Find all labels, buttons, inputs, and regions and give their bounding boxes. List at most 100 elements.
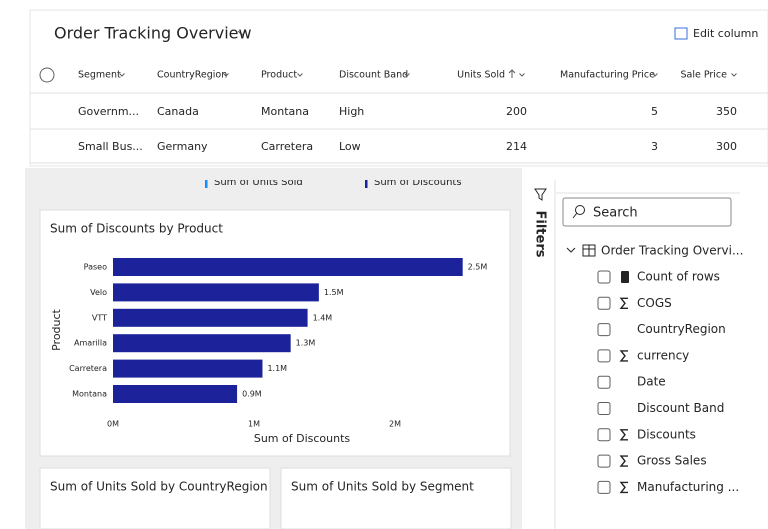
table-cell: 3	[651, 140, 658, 153]
sum-icon	[619, 350, 628, 362]
data-label: 1.4M	[313, 313, 333, 322]
chevron[interactable]	[652, 73, 658, 77]
bar[interactable]	[113, 385, 238, 403]
card	[39, 467, 271, 529]
data-label: 2.5M	[468, 263, 488, 272]
y-axis-title: Product	[50, 308, 63, 350]
chevron[interactable]	[223, 73, 229, 77]
data-label: 1.3M	[296, 339, 316, 348]
bar[interactable]	[113, 359, 263, 378]
select-all[interactable]	[39, 67, 55, 83]
bar-card	[39, 209, 511, 457]
card	[280, 467, 512, 529]
column-header[interactable]: Sale Price	[680, 70, 727, 81]
checkbox[interactable]	[597, 454, 611, 468]
sum-icon	[619, 455, 628, 467]
legend-label: Sum of Units Sold	[214, 177, 303, 188]
sort-arrow[interactable]	[508, 69, 516, 78]
field-name[interactable]: Gross Sales	[637, 454, 707, 468]
y-tick-label: Paseo	[84, 263, 107, 272]
y-tick-label: Montana	[72, 390, 107, 399]
table-cell: Germany	[157, 140, 208, 153]
table-visual	[29, 9, 768, 167]
field-name[interactable]: Manufacturing ...	[637, 480, 739, 494]
y-tick-label: Amarilla	[74, 339, 107, 348]
legend-swatch	[205, 178, 208, 188]
table-cell: 200	[506, 105, 527, 118]
table-cell: High	[339, 105, 364, 118]
chevron[interactable]	[119, 73, 125, 77]
checkbox[interactable]	[597, 349, 611, 363]
y-tick-label: Carretera	[69, 364, 107, 373]
table-cell: Montana	[261, 105, 309, 118]
search-box[interactable]	[562, 197, 732, 227]
sum-icon	[619, 481, 628, 494]
column-header[interactable]: Segment	[78, 70, 121, 81]
checkbox[interactable]	[597, 296, 611, 310]
column-header[interactable]: Discount Band	[339, 70, 408, 81]
data-label: 0.9M	[242, 390, 262, 399]
checkbox[interactable]	[597, 428, 611, 442]
field-name[interactable]: Date	[637, 375, 666, 389]
card-title: Sum of Units Sold by CountryRegion	[50, 480, 268, 494]
checkbox[interactable]	[597, 402, 611, 415]
table-cell: Governm...	[78, 105, 139, 118]
column-header[interactable]: CountryRegion	[157, 70, 227, 81]
field-name[interactable]: Count of rows	[637, 270, 720, 284]
search-icon	[572, 212, 578, 219]
calc-icon	[621, 271, 629, 283]
table-cell: 214	[506, 140, 527, 153]
search-placeholder[interactable]: Search	[593, 206, 638, 221]
column-header[interactable]: Product	[261, 70, 297, 81]
bar[interactable]	[113, 308, 308, 327]
legend-clip	[25, 168, 522, 180]
table-cell: Small Bus...	[78, 140, 143, 153]
checkbox[interactable]	[597, 323, 611, 337]
bar[interactable]	[113, 258, 463, 276]
filter-icon[interactable]	[534, 188, 547, 201]
legend-swatch	[365, 178, 368, 188]
chart-title: Sum of Discounts by Product	[50, 222, 223, 236]
data-label: 1.1M	[267, 364, 287, 373]
column-header[interactable]: Manufacturing Price	[560, 70, 655, 81]
table-cell: 300	[716, 140, 737, 153]
y-tick-label: Velo	[90, 288, 107, 297]
x-axis-title: Sum of Discounts	[254, 432, 351, 445]
checkbox[interactable]	[597, 270, 611, 284]
x-tick-label: 1M	[248, 420, 260, 429]
table-cell: Carretera	[261, 140, 313, 153]
chevron[interactable]	[731, 73, 737, 77]
checkbox[interactable]	[597, 375, 611, 389]
edit-columns[interactable]: Edit column	[693, 27, 758, 40]
search-icon	[575, 205, 585, 215]
table-title: Order Tracking Overview	[54, 24, 252, 43]
sum-icon	[619, 297, 628, 309]
filters-label[interactable]: Filters	[533, 211, 548, 258]
y-tick-label: VTT	[92, 313, 107, 322]
field-name[interactable]: currency	[637, 348, 689, 362]
sum-icon	[619, 429, 628, 441]
chevron[interactable]	[297, 73, 303, 77]
expand[interactable]	[566, 247, 576, 253]
field-name[interactable]: CountryRegion	[637, 322, 726, 336]
checkbox[interactable]	[597, 480, 611, 494]
chevron[interactable]	[237, 30, 247, 36]
bar[interactable]	[113, 283, 319, 302]
table-name[interactable]: Order Tracking Overvi...	[601, 244, 743, 258]
x-tick-label: 0M	[107, 420, 119, 429]
field-name[interactable]: Discounts	[637, 427, 696, 441]
legend-label: Sum of Discounts	[374, 177, 462, 188]
edit-icon[interactable]	[674, 27, 688, 40]
bar[interactable]	[113, 334, 291, 353]
field-name[interactable]: COGS	[637, 296, 672, 310]
chevron[interactable]	[519, 73, 525, 77]
table-cell: 350	[716, 105, 737, 118]
field-name[interactable]: Discount Band	[637, 401, 724, 415]
chevron[interactable]	[404, 73, 410, 77]
table-cell: Low	[339, 140, 361, 153]
data-label: 1.5M	[324, 288, 344, 297]
table-cell: Canada	[157, 105, 199, 118]
column-header[interactable]: Units Sold	[457, 70, 505, 81]
card-title: Sum of Units Sold by Segment	[291, 480, 474, 494]
